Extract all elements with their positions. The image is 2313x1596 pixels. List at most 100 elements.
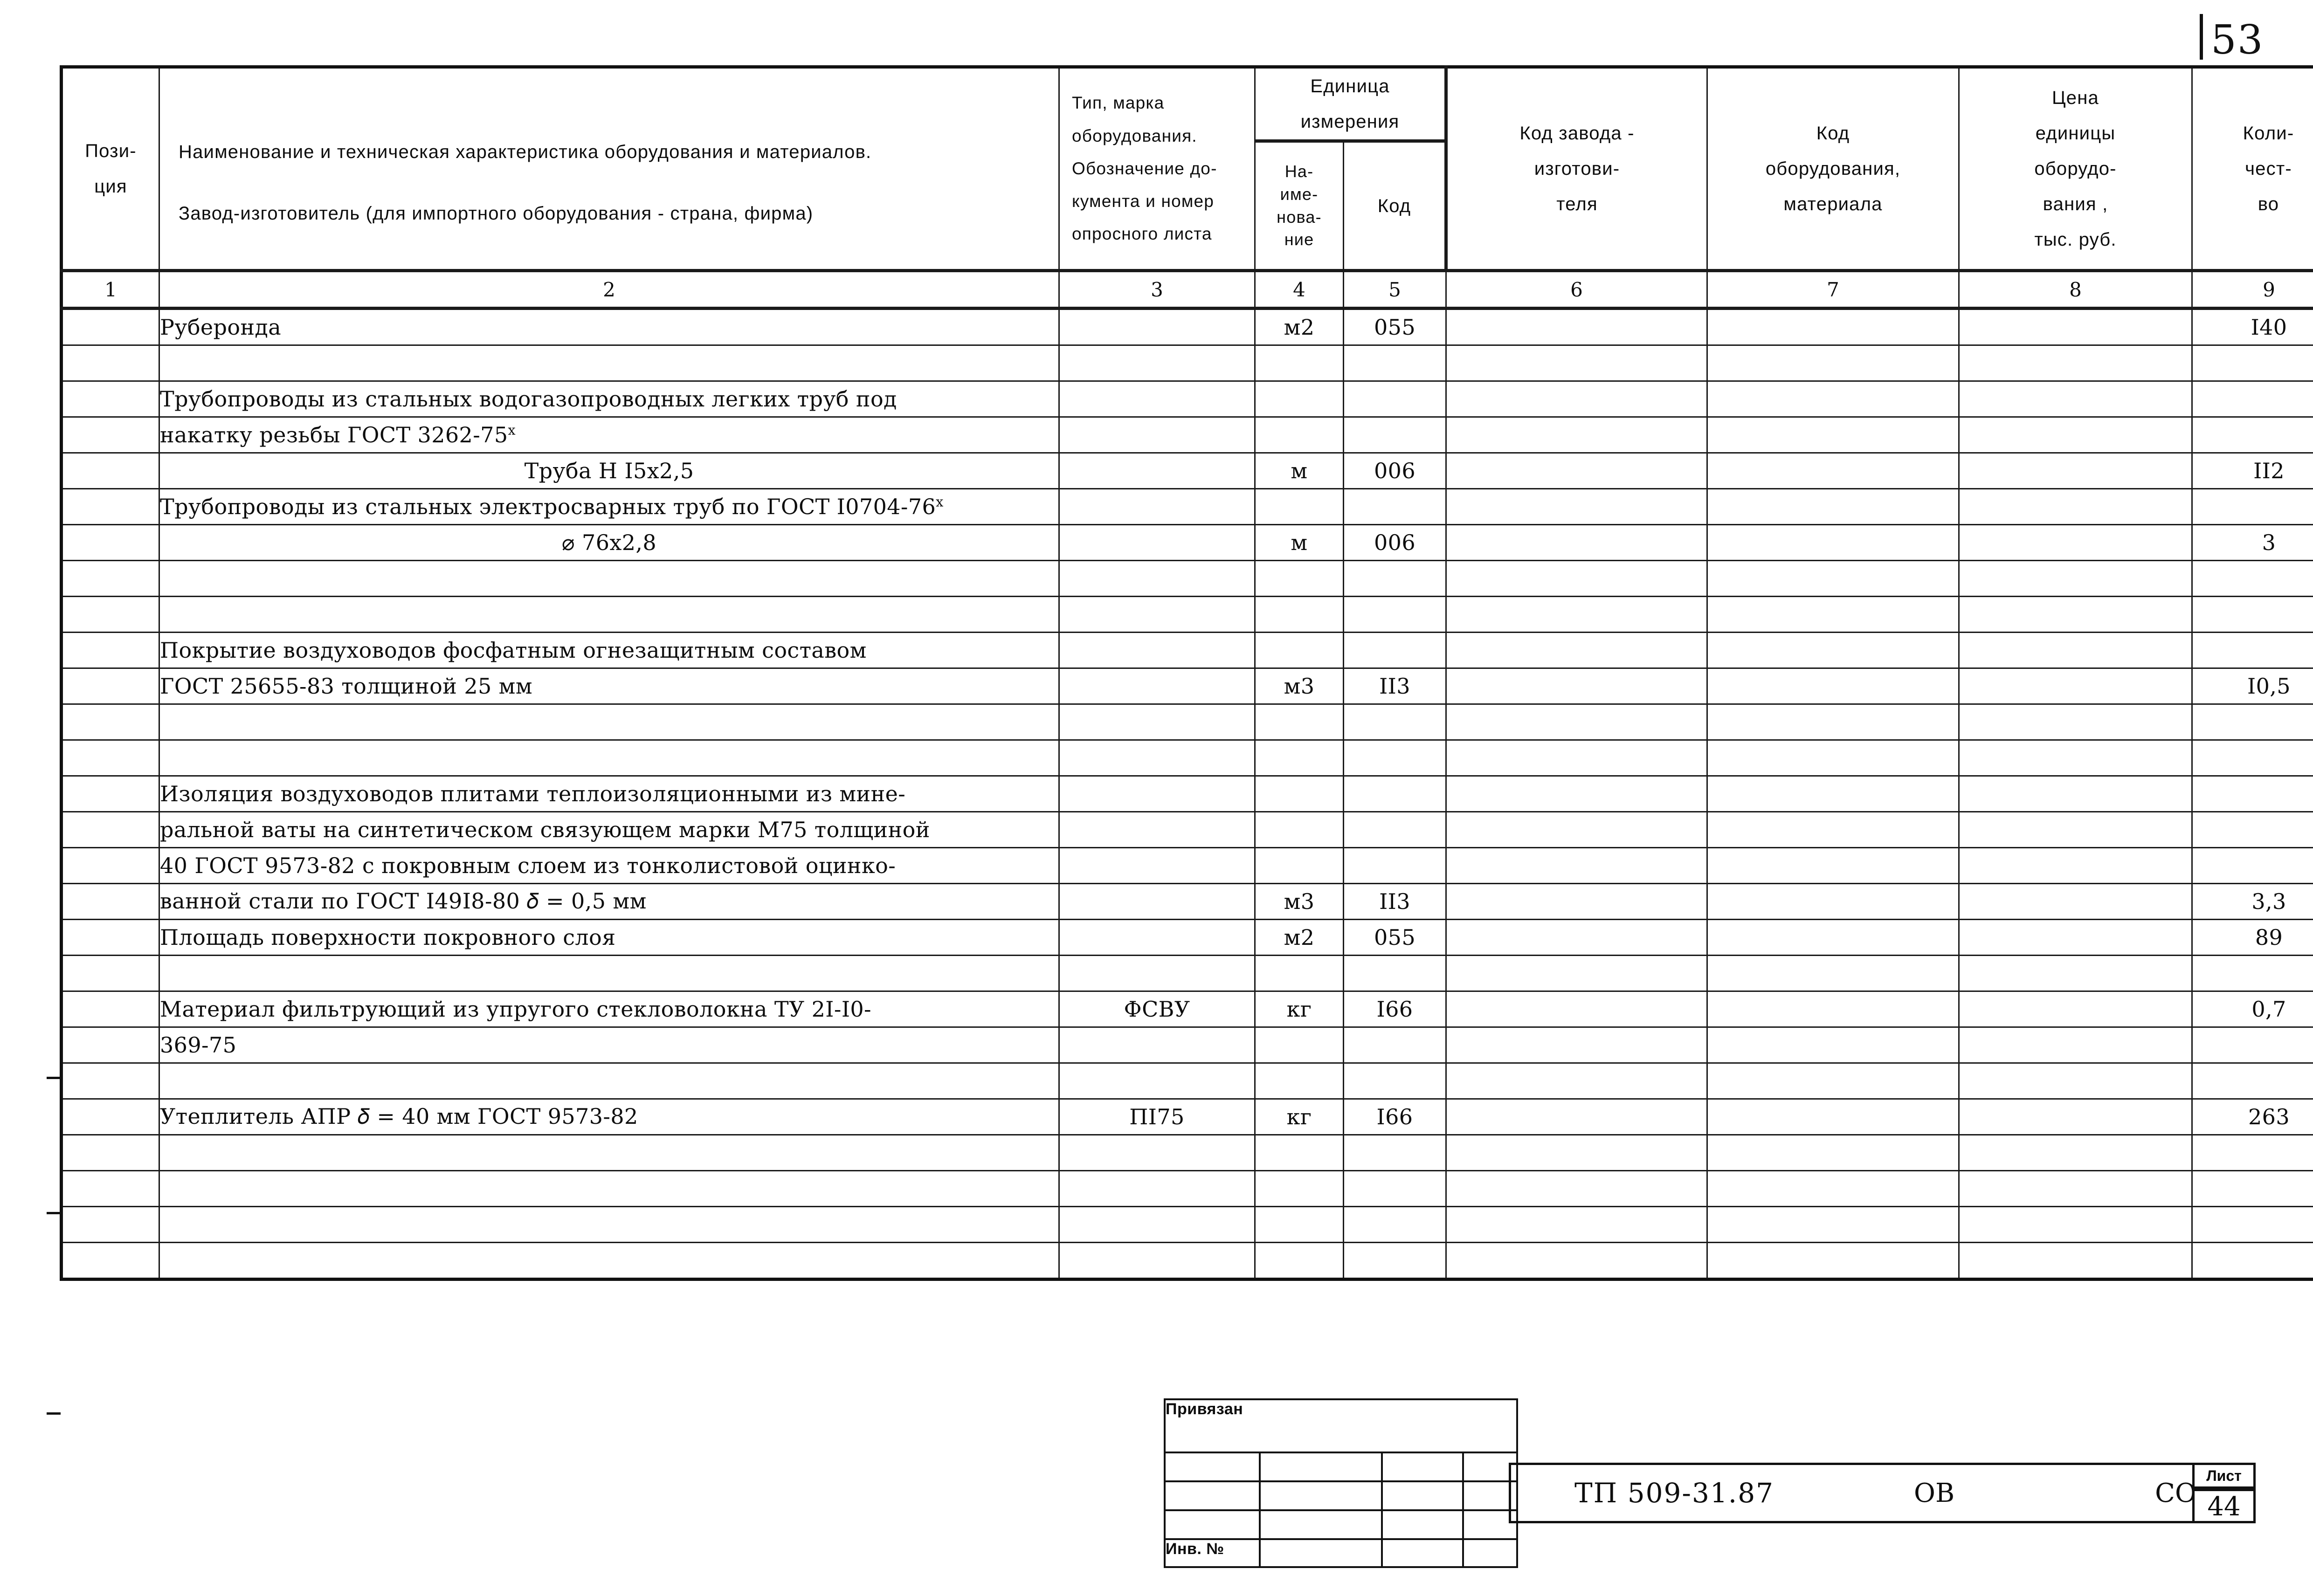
cell-unit-price bbox=[1958, 1206, 2193, 1243]
title-block-cell[interactable] bbox=[1259, 1452, 1383, 1482]
colnum-5: 5 bbox=[1342, 269, 1447, 310]
colnum-9: 9 bbox=[2191, 269, 2313, 310]
cell-unit-name: м bbox=[1254, 524, 1344, 561]
cell-unit-code bbox=[1342, 560, 1447, 597]
table-row bbox=[61, 1170, 2313, 1207]
title-block-cell[interactable] bbox=[1164, 1452, 1261, 1482]
cell-type-mark bbox=[1058, 1242, 1256, 1280]
table-row bbox=[61, 344, 2313, 382]
cell-unit-name bbox=[1254, 1206, 1344, 1243]
cell-material-code bbox=[1706, 1098, 1960, 1135]
cell-factory-code bbox=[1445, 344, 1708, 382]
cell-quantity bbox=[2191, 775, 2313, 812]
superscript-marker: х bbox=[936, 494, 944, 510]
title-block-cell[interactable] bbox=[1381, 1452, 1464, 1482]
cell-name: Трубопроводы из стальных электросварных … bbox=[159, 488, 1060, 525]
cell-factory-code bbox=[1445, 1026, 1708, 1064]
cell-quantity bbox=[2191, 1026, 2313, 1064]
cell-quantity bbox=[2191, 703, 2313, 741]
title-block-left-grid: Привязан Инв. № bbox=[1164, 1398, 1518, 1568]
table-row bbox=[61, 1206, 2313, 1243]
cell-unit-price bbox=[1958, 811, 2193, 848]
cell-type-mark bbox=[1058, 847, 1256, 884]
table-row bbox=[61, 1134, 2313, 1171]
title-block-cell[interactable] bbox=[1462, 1538, 1518, 1568]
sheet-number: 44 bbox=[2192, 1489, 2256, 1523]
cell-factory-code bbox=[1445, 596, 1708, 633]
cell-name bbox=[159, 703, 1060, 741]
cell-factory-code bbox=[1445, 667, 1708, 705]
cell-unit-price bbox=[1958, 560, 2193, 597]
title-block-cell[interactable] bbox=[1259, 1538, 1383, 1568]
cell-unit-code: I66 bbox=[1342, 991, 1447, 1028]
colnum-2: 2 bbox=[159, 269, 1060, 310]
title-block-cell[interactable] bbox=[1381, 1509, 1464, 1540]
cell-unit-name: м2 bbox=[1254, 308, 1344, 346]
cell-name bbox=[159, 1242, 1060, 1280]
column-number-row: 1 2 3 4 5 6 7 8 9 10 bbox=[61, 269, 2313, 310]
cell-factory-code bbox=[1445, 847, 1708, 884]
cell-unit-code: II3 bbox=[1342, 667, 1447, 705]
cell-material-code bbox=[1706, 991, 1960, 1028]
table-row bbox=[61, 1062, 2313, 1100]
cell-material-code bbox=[1706, 1134, 1960, 1171]
header-name-line1: Наименование и техническая характеристик… bbox=[179, 142, 872, 162]
cell-material-code bbox=[1706, 560, 1960, 597]
cell-quantity bbox=[2191, 632, 2313, 669]
cell-unit-code bbox=[1342, 955, 1447, 992]
cell-position bbox=[61, 1170, 160, 1207]
table-row: Покрытие воздуховодов фосфатным огнезащи… bbox=[61, 632, 2313, 669]
cell-material-code bbox=[1706, 703, 1960, 741]
cell-type-mark bbox=[1058, 1134, 1256, 1171]
table-row bbox=[61, 1242, 2313, 1280]
cell-type-mark bbox=[1058, 452, 1256, 489]
cell-unit-code bbox=[1342, 703, 1447, 741]
title-block-cell[interactable] bbox=[1164, 1480, 1261, 1511]
cell-unit-name bbox=[1254, 632, 1344, 669]
cell-type-mark bbox=[1058, 739, 1256, 777]
cell-name: ральной ваты на синтетическом связующем … bbox=[159, 811, 1060, 848]
cell-position bbox=[61, 560, 160, 597]
cell-name: Площадь поверхности покровного слоя bbox=[159, 919, 1060, 956]
header-type-mark: Тип, марка оборудования. Обозначение до-… bbox=[1058, 66, 1256, 271]
cell-unit-name bbox=[1254, 1170, 1344, 1207]
cell-unit-name bbox=[1254, 596, 1344, 633]
cell-unit-code bbox=[1342, 416, 1447, 454]
cell-unit-code: 006 bbox=[1342, 452, 1447, 489]
cell-unit-price bbox=[1958, 1026, 2193, 1064]
cell-unit-code bbox=[1342, 1062, 1447, 1100]
table-row: ⌀ 76х2,8 м 006 3 bbox=[61, 524, 2313, 561]
cell-factory-code bbox=[1445, 488, 1708, 525]
cell-unit-code: 055 bbox=[1342, 308, 1447, 346]
table-row: Утеплитель АПР 𝛿 = 40 мм ГОСТ 9573-82 ПI7… bbox=[61, 1098, 2313, 1135]
cell-unit-price bbox=[1958, 703, 2193, 741]
cell-unit-code bbox=[1342, 811, 1447, 848]
cell-name: 369-75 bbox=[159, 1026, 1060, 1064]
table-row bbox=[61, 596, 2313, 633]
cell-unit-code bbox=[1342, 1242, 1447, 1280]
cell-unit-price bbox=[1958, 739, 2193, 777]
title-block-cell[interactable] bbox=[1259, 1509, 1383, 1540]
title-block-inventory-label: Инв. № bbox=[1164, 1538, 1261, 1568]
cell-name bbox=[159, 560, 1060, 597]
cell-material-code bbox=[1706, 596, 1960, 633]
cell-type-mark bbox=[1058, 1206, 1256, 1243]
cell-position bbox=[61, 380, 160, 418]
cell-name: Изоляция воздуховодов плитами теплоизоля… bbox=[159, 775, 1060, 812]
cell-unit-name bbox=[1254, 955, 1344, 992]
table-row: Материал фильтрующий из упругого стеклов… bbox=[61, 991, 2313, 1028]
cell-position bbox=[61, 703, 160, 741]
title-block-cell[interactable] bbox=[1164, 1509, 1261, 1540]
colnum-7: 7 bbox=[1706, 269, 1960, 310]
cell-quantity: I40 bbox=[2191, 308, 2313, 346]
cell-factory-code bbox=[1445, 1098, 1708, 1135]
cell-quantity bbox=[2191, 1206, 2313, 1243]
cell-quantity bbox=[2191, 955, 2313, 992]
title-block-cell[interactable] bbox=[1259, 1480, 1383, 1511]
cell-unit-price bbox=[1958, 955, 2193, 992]
cell-position bbox=[61, 1134, 160, 1171]
title-block-cell[interactable] bbox=[1381, 1480, 1464, 1511]
page-number-rule bbox=[2200, 14, 2203, 60]
title-block-cell[interactable] bbox=[1381, 1538, 1464, 1568]
header-quantity: Коли- чест- во bbox=[2191, 66, 2313, 271]
